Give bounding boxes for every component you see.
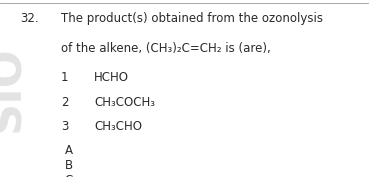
Text: 32.: 32.: [20, 12, 39, 25]
Text: SIO: SIO: [0, 45, 28, 132]
Text: 3: 3: [61, 120, 68, 133]
Text: CH₃CHO: CH₃CHO: [94, 120, 142, 133]
Text: HCHO: HCHO: [94, 71, 129, 84]
Text: 1: 1: [61, 71, 68, 84]
Text: C: C: [65, 174, 73, 177]
Text: The product(s) obtained from the ozonolysis: The product(s) obtained from the ozonoly…: [61, 12, 323, 25]
Text: 2: 2: [61, 96, 68, 109]
Text: CH₃COCH₃: CH₃COCH₃: [94, 96, 155, 109]
Text: B: B: [65, 159, 73, 172]
Text: of the alkene, (CH₃)₂C=CH₂ is (are),: of the alkene, (CH₃)₂C=CH₂ is (are),: [61, 42, 270, 55]
Text: A: A: [65, 144, 73, 157]
